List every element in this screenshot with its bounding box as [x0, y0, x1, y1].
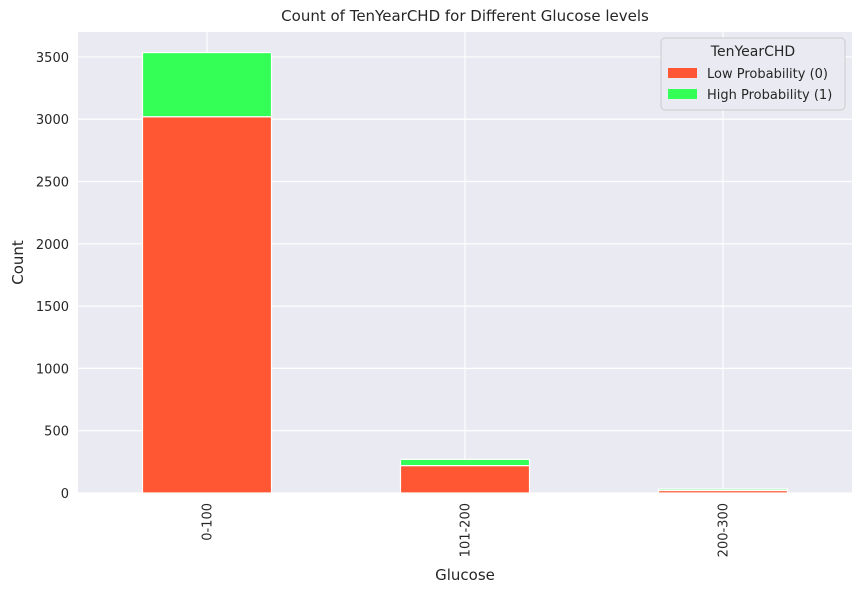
x-tick-label: 0-100 — [201, 503, 216, 541]
x-tick-label: 101-200 — [459, 503, 474, 557]
y-tick-label: 2000 — [36, 238, 69, 253]
bar-high-0-100 — [143, 53, 272, 117]
y-tick-label: 2500 — [36, 176, 69, 191]
x-axis-ticks: 0-100 101-200 200-300 — [201, 503, 732, 557]
y-tick-label: 1500 — [36, 300, 69, 315]
y-tick-label: 3000 — [36, 113, 69, 128]
y-tick-label: 0 — [61, 487, 69, 502]
legend-label: Low Probability (0) — [707, 67, 828, 82]
bar-high-200-300 — [659, 489, 788, 490]
legend: TenYearCHD Low Probability (0) High Proba… — [661, 38, 845, 110]
y-tick-label: 3500 — [36, 51, 69, 66]
x-axis-label: Glucose — [435, 566, 495, 584]
legend-title: TenYearCHD — [710, 44, 795, 60]
y-axis-ticks: 0 500 1000 1500 2000 2500 3000 3500 — [36, 51, 69, 502]
chart-title: Count of TenYearCHD for Different Glucos… — [281, 7, 649, 25]
legend-label: High Probability (1) — [707, 88, 832, 103]
y-axis-label: Count — [9, 240, 27, 285]
legend-swatch — [668, 68, 697, 78]
bar-low-0-100 — [143, 117, 272, 493]
bar-high-101-200 — [401, 459, 530, 465]
y-tick-label: 1000 — [36, 362, 69, 377]
legend-swatch — [668, 89, 697, 99]
y-tick-label: 500 — [44, 425, 69, 440]
x-tick-label: 200-300 — [717, 503, 732, 557]
bar-low-101-200 — [401, 466, 530, 493]
